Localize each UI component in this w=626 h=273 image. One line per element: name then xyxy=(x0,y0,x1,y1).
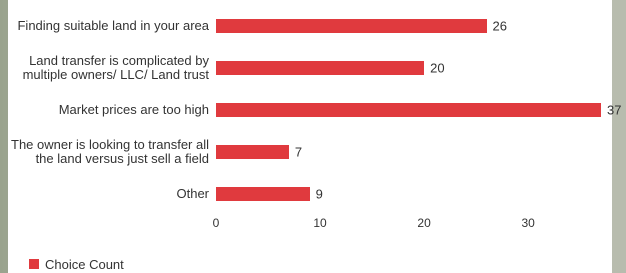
value-label: 26 xyxy=(493,19,507,34)
category-label: The owner is looking to transfer all the… xyxy=(10,138,209,166)
x-tick-label: 30 xyxy=(521,216,534,230)
category-label: Market prices are too high xyxy=(10,103,209,117)
bar xyxy=(216,19,487,33)
value-label: 7 xyxy=(295,145,302,160)
value-label: 37 xyxy=(607,103,621,118)
bar xyxy=(216,103,601,117)
legend-swatch xyxy=(29,259,39,269)
value-label: 20 xyxy=(430,61,444,76)
legend-label: Choice Count xyxy=(45,257,124,272)
x-tick-label: 10 xyxy=(313,216,326,230)
page: (() => { const data = JSON.parse(documen… xyxy=(0,0,626,273)
category-label: Other xyxy=(10,187,209,201)
bar xyxy=(216,145,289,159)
x-tick-label: 0 xyxy=(213,216,220,230)
category-label: Land transfer is complicated by multiple… xyxy=(10,54,209,82)
bar xyxy=(216,187,310,201)
category-label: Finding suitable land in your area xyxy=(10,19,209,33)
value-label: 9 xyxy=(316,187,323,202)
x-tick-label: 20 xyxy=(417,216,430,230)
bar xyxy=(216,61,424,75)
